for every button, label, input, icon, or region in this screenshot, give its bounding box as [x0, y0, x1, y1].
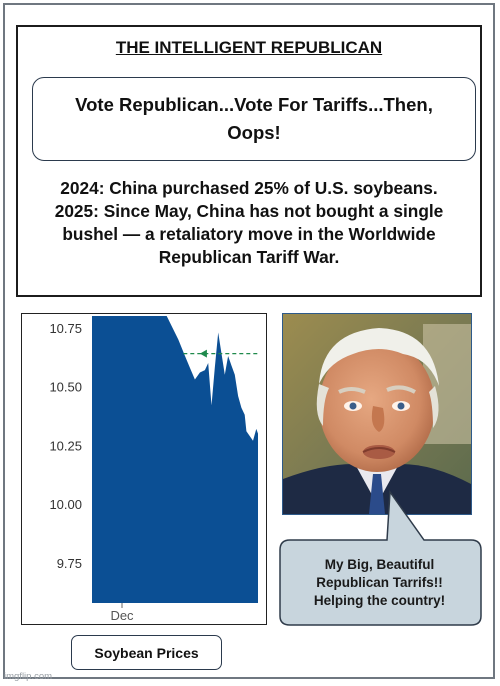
- watermark: imgflip.com: [4, 671, 53, 682]
- facts-line: bushel — a retaliatory move in the World…: [62, 224, 436, 244]
- y-tick-label: 10.25: [49, 438, 82, 453]
- x-tick-label: Dec: [110, 608, 134, 623]
- y-tick-label: 10.50: [49, 380, 82, 395]
- page-title: THE INTELLIGENT REPUBLICAN: [115, 38, 383, 57]
- y-tick-label: 10.75: [49, 321, 82, 336]
- price-area: [92, 316, 258, 603]
- portrait-illustration: [283, 314, 471, 514]
- chart-caption-text: Soybean Prices: [94, 644, 199, 661]
- headline-panel: THE INTELLIGENT REPUBLICAN Vote Republic…: [16, 25, 482, 297]
- soybean-chart-svg: 10.75 10.50 10.25 10.00 9.75 Dec: [49, 316, 258, 623]
- facts-line: Republican Tariff War.: [158, 247, 340, 267]
- chart-caption: Soybean Prices: [71, 635, 222, 670]
- y-tick-label: 9.75: [57, 556, 82, 571]
- facts-line: 2024: China purchased 25% of U.S. soybea…: [60, 178, 438, 198]
- y-tick-label: 10.00: [49, 497, 82, 512]
- facts-line: 2025: Since May, China has not bought a …: [54, 201, 444, 221]
- speech-bubble-text: My Big, Beautiful Republican Tarrifs!! H…: [276, 556, 483, 610]
- soybean-chart: 10.75 10.50 10.25 10.00 9.75 Dec: [21, 313, 267, 625]
- reference-marker: [199, 349, 207, 358]
- portrait-image: [282, 313, 472, 515]
- speech-line: My Big, Beautiful: [324, 557, 435, 572]
- facts-text: 2024: China purchased 25% of U.S. soybea…: [24, 177, 474, 269]
- slogan-box: Vote Republican...Vote For Tariffs...The…: [32, 77, 476, 161]
- speech-bubble: [279, 489, 482, 626]
- speech-line: Republican Tarrifs!!: [316, 575, 443, 590]
- speech-line: Helping the country!: [313, 593, 446, 608]
- slogan-text: Vote Republican...Vote For Tariffs...The…: [75, 94, 433, 143]
